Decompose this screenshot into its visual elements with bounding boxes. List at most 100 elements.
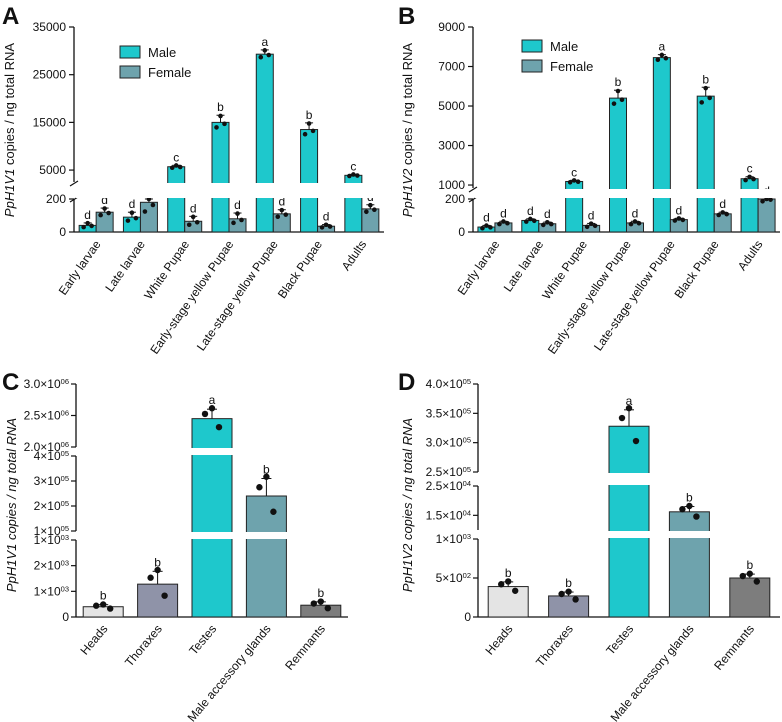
significance-letter: a	[209, 393, 216, 407]
data-point	[615, 88, 621, 94]
y-tick-label: 1×1003	[34, 533, 69, 547]
y-tick-label: 4.0×1005	[426, 377, 471, 391]
bar-male	[255, 53, 274, 233]
data-point	[747, 174, 752, 180]
panel-d: D PpH1V2 copies / ng total RNA 0 5×1002 1×10…	[398, 369, 782, 722]
data-point	[588, 221, 594, 226]
y-axis-label: PpH1V2 copies / ng total RNA	[400, 418, 415, 592]
x-category-label: Remnants	[282, 622, 328, 673]
x-category-label: Late-stage yellow Pupae	[591, 237, 678, 353]
y-tick-label: 1.5×1004	[426, 508, 471, 522]
data-point	[558, 590, 565, 598]
significance-letter: c	[350, 159, 356, 173]
y-tick-label: 35000	[33, 20, 67, 34]
data-point	[324, 604, 331, 612]
y-tick-label: 2.5×1006	[24, 409, 69, 423]
data-point	[239, 217, 244, 223]
data-point	[89, 223, 94, 229]
data-point	[372, 207, 377, 213]
data-point	[575, 179, 581, 185]
y-tick-label: 1000	[438, 178, 465, 192]
bar	[300, 604, 342, 618]
data-point	[540, 222, 546, 228]
data-point	[751, 176, 756, 182]
data-point	[364, 209, 369, 215]
data-point	[636, 220, 642, 226]
data-point	[169, 165, 175, 171]
data-point	[632, 437, 640, 445]
bar	[548, 595, 590, 618]
significance-letter: d	[190, 201, 197, 215]
significance-letter: d	[527, 204, 534, 218]
data-point	[368, 202, 373, 208]
data-point	[707, 95, 713, 101]
y-tick-label: 0	[464, 610, 471, 624]
bar-female	[139, 201, 158, 233]
data-point	[98, 212, 103, 218]
data-point	[231, 220, 236, 226]
significance-letter: b	[746, 558, 753, 572]
data-point	[81, 224, 86, 230]
bar-male	[211, 121, 230, 233]
data-point	[655, 57, 661, 62]
bar	[82, 606, 124, 618]
significance-letter: c	[173, 150, 179, 164]
data-point	[531, 218, 537, 224]
data-point	[190, 214, 196, 220]
significance-letter: b	[615, 75, 622, 89]
x-category-label: Early larvae	[56, 237, 104, 297]
data-point	[161, 592, 168, 599]
significance-letter: b	[100, 589, 107, 603]
x-category-label: Adults	[735, 238, 766, 273]
data-point	[256, 484, 263, 491]
data-point	[618, 414, 626, 422]
y-axis-label: PpH1V1 copies / ng total RNA	[4, 418, 19, 592]
panel-letter: A	[2, 3, 19, 30]
data-point	[310, 600, 317, 607]
data-point	[147, 574, 154, 581]
x-category-label: Late larvae	[501, 237, 547, 294]
significance-letter: b	[154, 555, 161, 569]
bar-female	[757, 198, 776, 233]
data-point	[125, 218, 131, 223]
data-point	[85, 220, 90, 226]
data-point	[279, 207, 285, 213]
data-point	[567, 180, 573, 185]
bar-male	[740, 178, 759, 233]
data-point	[173, 163, 179, 168]
significance-letter: b	[306, 108, 313, 122]
significance-letter: d	[500, 206, 507, 220]
bar-male	[609, 97, 627, 233]
data-point	[235, 211, 240, 216]
axis-break-gap	[76, 183, 386, 198]
legend-label: Male	[550, 39, 578, 54]
x-category-label: White Pupae	[539, 237, 590, 302]
data-point	[724, 211, 730, 217]
data-point	[347, 173, 352, 179]
significance-letter: d	[588, 208, 595, 222]
data-point	[565, 588, 572, 595]
significance-letter: b	[263, 463, 270, 477]
axis-break-mark	[468, 186, 478, 193]
significance-letter: d	[278, 195, 285, 209]
data-point	[480, 225, 485, 231]
data-point	[306, 121, 312, 126]
bar	[487, 586, 529, 618]
data-point	[743, 177, 748, 183]
data-point	[663, 55, 669, 61]
x-category-label: Thoraxes	[122, 622, 165, 669]
data-point	[222, 121, 227, 127]
significance-letter: d	[719, 197, 726, 211]
bar	[137, 583, 179, 618]
significance-letter: d	[129, 197, 136, 211]
legend-label: Female	[550, 59, 593, 74]
y-tick-label: 4×1005	[34, 449, 69, 463]
data-point	[327, 224, 333, 229]
x-category-label: Black Pupae	[672, 237, 722, 300]
data-point	[194, 219, 200, 225]
panel-letter: C	[2, 369, 19, 396]
legend-swatch	[119, 65, 141, 79]
significance-letter: d	[323, 210, 330, 224]
y-tick-label: 5000	[39, 163, 66, 177]
